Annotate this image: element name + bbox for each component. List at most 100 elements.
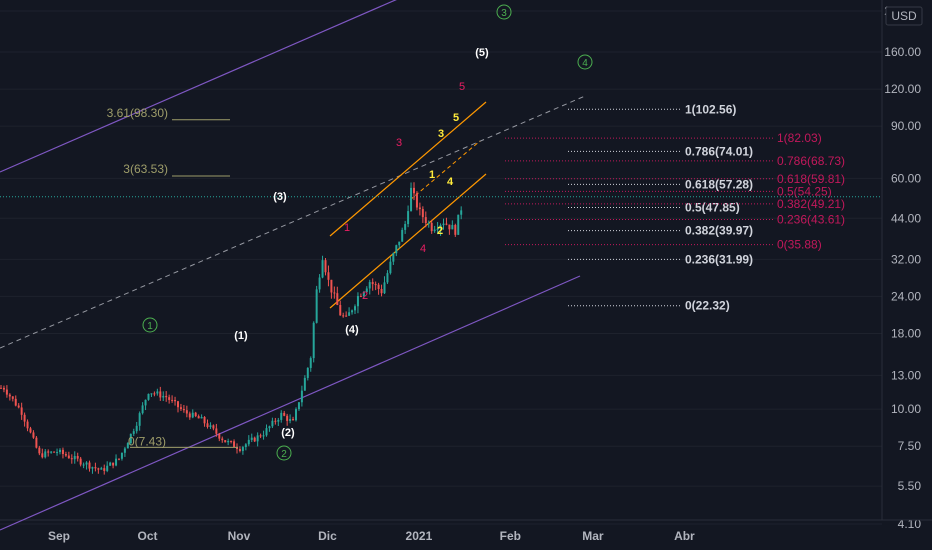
candle-body <box>339 304 342 316</box>
candle-body <box>194 412 197 417</box>
candle-body <box>315 289 318 323</box>
candle-body <box>371 282 374 285</box>
candle-body <box>398 241 401 246</box>
candle-body <box>433 229 436 232</box>
wave-label-white: (2) <box>281 427 295 439</box>
candle-body <box>280 412 283 420</box>
candle-body <box>156 391 159 394</box>
candle-body <box>374 284 377 286</box>
candle-body <box>179 407 182 409</box>
candle-body <box>138 413 141 426</box>
candle-body <box>300 390 303 403</box>
candle-body <box>109 462 112 466</box>
wave-label-yellow: 5 <box>453 112 459 124</box>
currency-box <box>885 6 923 26</box>
candle-body <box>168 397 171 400</box>
wave-circle-green <box>276 445 292 461</box>
fib-pink-label: 0.236(43.61) <box>777 212 845 226</box>
candle-body <box>283 412 286 416</box>
price-tick-label: 7.50 <box>898 439 922 453</box>
wave-label-green: 2 <box>281 449 287 460</box>
wave-label-pink: 4 <box>420 243 426 255</box>
candle-body <box>227 440 230 443</box>
candle-body <box>345 315 348 317</box>
candle-body <box>221 438 224 441</box>
candle-body <box>295 409 297 421</box>
candle-body <box>436 228 439 230</box>
candle-body <box>200 417 203 419</box>
candle-body <box>359 296 362 298</box>
candle-body <box>41 453 44 458</box>
price-tick-label: 120.00 <box>884 82 921 96</box>
candle-body <box>277 419 280 422</box>
candle-body <box>182 408 185 411</box>
candle-body <box>427 222 430 224</box>
candle-body <box>123 448 126 453</box>
candle-body <box>297 402 300 410</box>
time-tick-label: 2021 <box>406 529 433 543</box>
wave-label-green: 3 <box>501 8 507 19</box>
wave-label-yellow: 2 <box>437 225 443 237</box>
candle-body <box>356 296 359 307</box>
currency-label: USD <box>891 9 917 23</box>
candle-body <box>203 417 206 424</box>
candle-body <box>118 458 120 460</box>
wave-label-yellow: 4 <box>447 176 454 188</box>
candle-body <box>61 449 64 455</box>
time-tick-label: Dic <box>318 529 337 543</box>
candle-body <box>389 261 392 274</box>
price-tick-label: 24.00 <box>891 289 921 303</box>
candle-body <box>236 447 238 450</box>
candle-body <box>5 389 8 395</box>
candle-body <box>230 440 233 442</box>
candle-body <box>271 420 274 427</box>
candle-body <box>64 454 67 456</box>
candle-body <box>418 207 421 210</box>
candle-body <box>224 440 227 443</box>
wave-label-white: (3) <box>273 191 287 203</box>
channel-lower-line <box>0 275 581 531</box>
wave-label-yellow: 1 <box>429 169 435 181</box>
wave-circle-green <box>496 4 512 20</box>
candle-body <box>238 449 241 451</box>
wave-label-pink: 2 <box>362 290 368 302</box>
channel-mid-dashed-line <box>0 95 586 349</box>
candle-body <box>309 358 312 368</box>
wave-label-white: (4) <box>345 324 359 336</box>
candle-body <box>94 467 97 469</box>
candle-body <box>209 425 212 427</box>
candle-body <box>70 458 73 460</box>
candle-body <box>191 412 194 418</box>
candle-body <box>185 410 188 414</box>
candle-body <box>392 253 395 262</box>
candle-body <box>67 455 70 459</box>
candle-body <box>115 458 118 466</box>
fib-pink-label: 0.5(54.25) <box>777 184 832 198</box>
candle-body <box>312 322 315 359</box>
candle-body <box>262 435 265 437</box>
candle-body <box>91 467 94 469</box>
candle-body <box>135 425 138 432</box>
candle-body <box>97 468 100 470</box>
time-tick-label: Oct <box>137 529 157 543</box>
fib-white-label: 0.236(31.99) <box>685 252 753 266</box>
wave-label-white: (5) <box>475 47 489 59</box>
fib-pink-label: 1(82.03) <box>777 131 822 145</box>
price-tick-label: 18.00 <box>891 326 921 340</box>
candle-body <box>395 245 398 254</box>
candle-body <box>23 414 26 422</box>
candle-body <box>324 260 327 273</box>
candle-body <box>442 223 445 226</box>
time-tick-label: Mar <box>582 529 604 543</box>
candle-body <box>147 393 150 400</box>
candle-body <box>212 425 215 429</box>
candle-body <box>342 315 345 317</box>
fib-white-label: 1(102.56) <box>685 102 736 116</box>
candle-body <box>44 451 47 458</box>
candle-body <box>383 282 386 294</box>
candle-body <box>165 395 168 398</box>
candle-body <box>215 428 218 434</box>
candle-body <box>386 273 389 283</box>
